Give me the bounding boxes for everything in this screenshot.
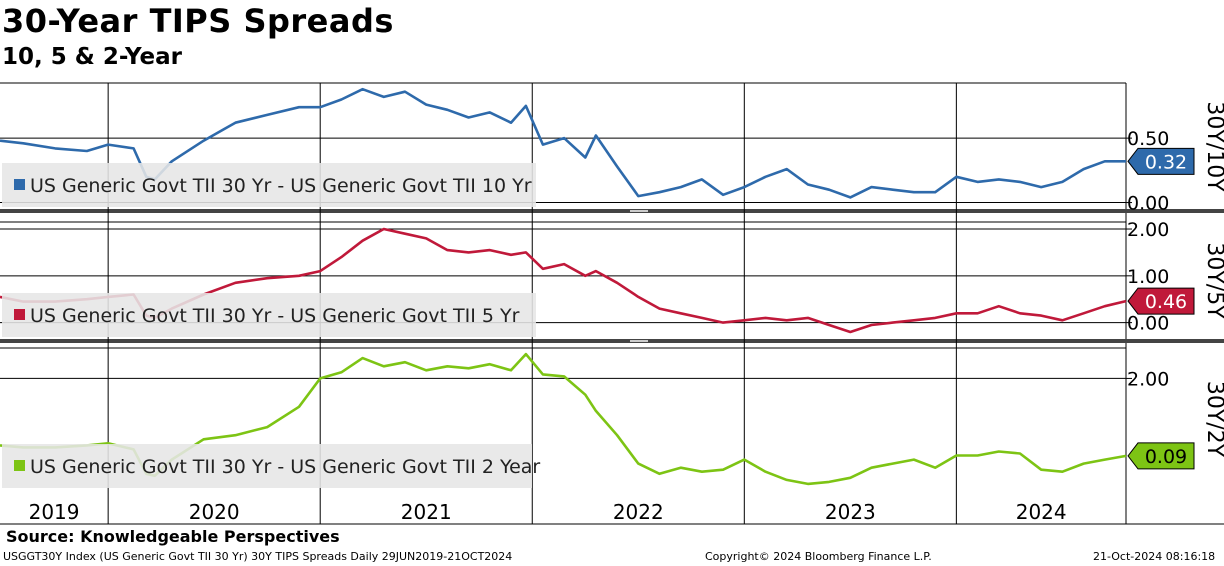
chart-subtitle: 10, 5 & 2-Year xyxy=(2,44,183,70)
y-tick-label: 0.50 xyxy=(1127,128,1169,150)
panel-30y-10y: 0.50 0.00 US Generic Govt TII 30 Yr - US G… xyxy=(0,87,1224,215)
footer-index-info: USGGT30Y Index (US Generic Govt TII 30 Y… xyxy=(3,550,513,563)
legend-label: US Generic Govt TII 30 Yr - US Generic G… xyxy=(30,305,520,327)
panel-label: 30Y/2Y xyxy=(1202,381,1224,458)
last-value-label: 0.32 xyxy=(1145,151,1187,173)
legend-swatch xyxy=(14,179,25,190)
last-value-tag xyxy=(1127,147,1195,175)
legend-swatch xyxy=(14,309,25,320)
panel-label: 30Y/5Y xyxy=(1202,242,1224,319)
legend-box xyxy=(2,163,536,207)
y-tick-label: 2.00 xyxy=(1127,368,1169,390)
last-value-tag xyxy=(1127,287,1195,315)
chart-title: 30-Year TIPS Spreads xyxy=(2,2,394,40)
y-tick-label: 0.00 xyxy=(1127,193,1169,215)
last-value-label: 0.46 xyxy=(1145,291,1187,313)
legend-box xyxy=(2,444,532,488)
y-tick-label: 2.00 xyxy=(1127,219,1169,241)
panel-separator-grip xyxy=(630,210,648,212)
panel-30y-5y: 2.00 1.00 0.00 US Generic Govt TII 30 Yr - … xyxy=(0,219,1224,337)
x-tick-label: 2019 xyxy=(29,500,80,524)
panel-separator xyxy=(0,339,1224,343)
footer-copyright: Copyright© 2024 Bloomberg Finance L.P. xyxy=(705,550,932,563)
x-tick-label: 2023 xyxy=(825,500,876,524)
x-tick-label: 2024 xyxy=(1016,500,1067,524)
legend-box xyxy=(2,293,536,337)
series-line xyxy=(0,87,1126,199)
x-tick-label: 2021 xyxy=(401,500,452,524)
legend-label: US Generic Govt TII 30 Yr - US Generic G… xyxy=(30,175,532,197)
panel-separator xyxy=(0,209,1224,213)
x-tick-label: 2022 xyxy=(613,500,664,524)
legend-swatch xyxy=(14,460,25,471)
x-tick-label: 2020 xyxy=(189,500,240,524)
footer-timestamp: 21-Oct-2024 08:16:18 xyxy=(1093,550,1216,563)
y-tick-label: 1.00 xyxy=(1127,266,1169,288)
panel-separator-grip xyxy=(630,340,648,342)
last-value-label: 0.09 xyxy=(1145,446,1187,468)
panel-30y-2y: 2.00 US Generic Govt TII 30 Yr - US Gener… xyxy=(0,352,1224,488)
y-tick-label: 0.00 xyxy=(1127,313,1169,335)
last-value-tag xyxy=(1127,442,1195,470)
panel-label: 30Y/10Y xyxy=(1202,101,1224,192)
legend-label: US Generic Govt TII 30 Yr - US Generic G… xyxy=(30,456,540,478)
source-note: Source: Knowledgeable Perspectives xyxy=(6,527,340,546)
